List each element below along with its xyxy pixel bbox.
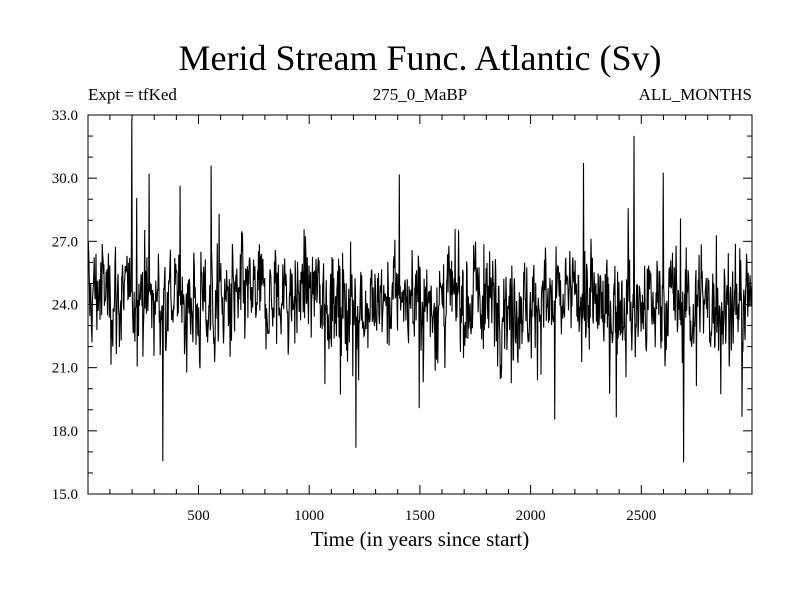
plot-frame — [87, 114, 753, 495]
months-label: ALL_MONTHS — [638, 85, 752, 104]
y-tick-label: 24.0 — [52, 298, 78, 314]
y-tick-label: 33.0 — [52, 108, 78, 124]
x-tick-label: 1000 — [294, 508, 324, 524]
x-tick-label: 500 — [187, 508, 210, 524]
x-axis-label: Time (in years since start) — [310, 527, 530, 551]
run-label: 275_0_MaBP — [372, 85, 468, 104]
experiment-label: Expt = tfKed — [88, 85, 177, 104]
y-tick-label: 30.0 — [52, 171, 78, 187]
series-layer — [87, 119, 753, 463]
y-tick-label: 21.0 — [52, 361, 78, 377]
x-tick-label: 2000 — [516, 508, 546, 524]
y-tick-label: 18.0 — [52, 424, 78, 440]
series-line — [87, 119, 753, 463]
y-tick-label: 27.0 — [52, 234, 78, 250]
y-tick-label: 15.0 — [52, 487, 78, 503]
chart-title: Merid Stream Func. Atlantic (Sv) — [178, 38, 662, 78]
x-tick-label: 2500 — [626, 508, 656, 524]
x-tick-label: 1500 — [405, 508, 435, 524]
